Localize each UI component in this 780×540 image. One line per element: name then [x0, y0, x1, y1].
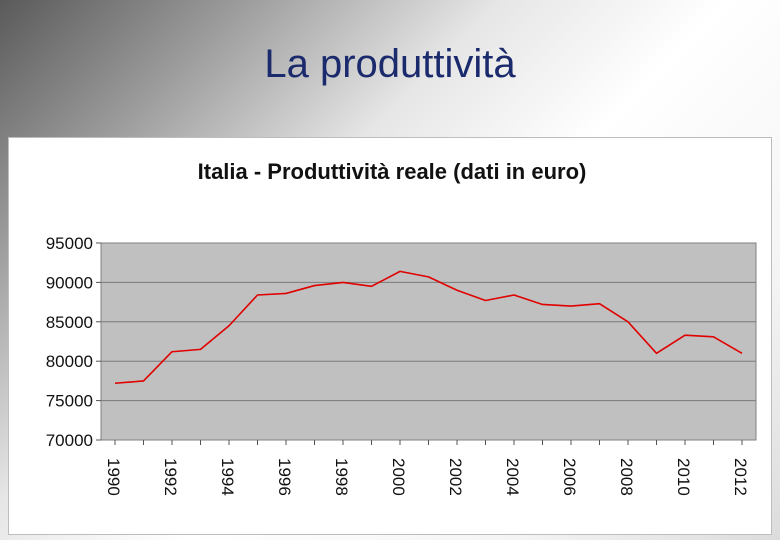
x-tick-label: 2006 — [560, 458, 579, 496]
x-tick-label: 2000 — [389, 458, 408, 496]
chart-title: Italia - Produttività reale (dati in eur… — [198, 159, 587, 184]
x-tick-label: 2002 — [446, 458, 465, 496]
x-tick-label: 1990 — [104, 458, 123, 496]
x-tick-label: 2012 — [731, 458, 750, 496]
x-tick-label: 2004 — [503, 458, 522, 496]
x-tick-label: 2010 — [674, 458, 693, 496]
plot-area — [100, 242, 757, 441]
line-chart: Italia - Produttività reale (dati in eur… — [46, 159, 757, 496]
series-line — [114, 270, 743, 385]
y-tick-label: 85000 — [46, 313, 93, 332]
x-tick-label: 1998 — [332, 458, 351, 496]
chart-panel: Italia - Produttività reale (dati in eur… — [8, 137, 772, 535]
y-tick-label: 80000 — [46, 352, 93, 371]
x-tick-label: 1992 — [161, 458, 180, 496]
x-tick-label: 1994 — [218, 458, 237, 496]
x-tick-label: 2008 — [617, 458, 636, 496]
y-tick-label: 90000 — [46, 273, 93, 292]
y-tick-label: 95000 — [46, 234, 93, 253]
y-tick-label: 75000 — [46, 392, 93, 411]
x-tick-label: 1996 — [275, 458, 294, 496]
slide-title: La produttività — [264, 42, 516, 86]
y-tick-label: 70000 — [46, 431, 93, 450]
